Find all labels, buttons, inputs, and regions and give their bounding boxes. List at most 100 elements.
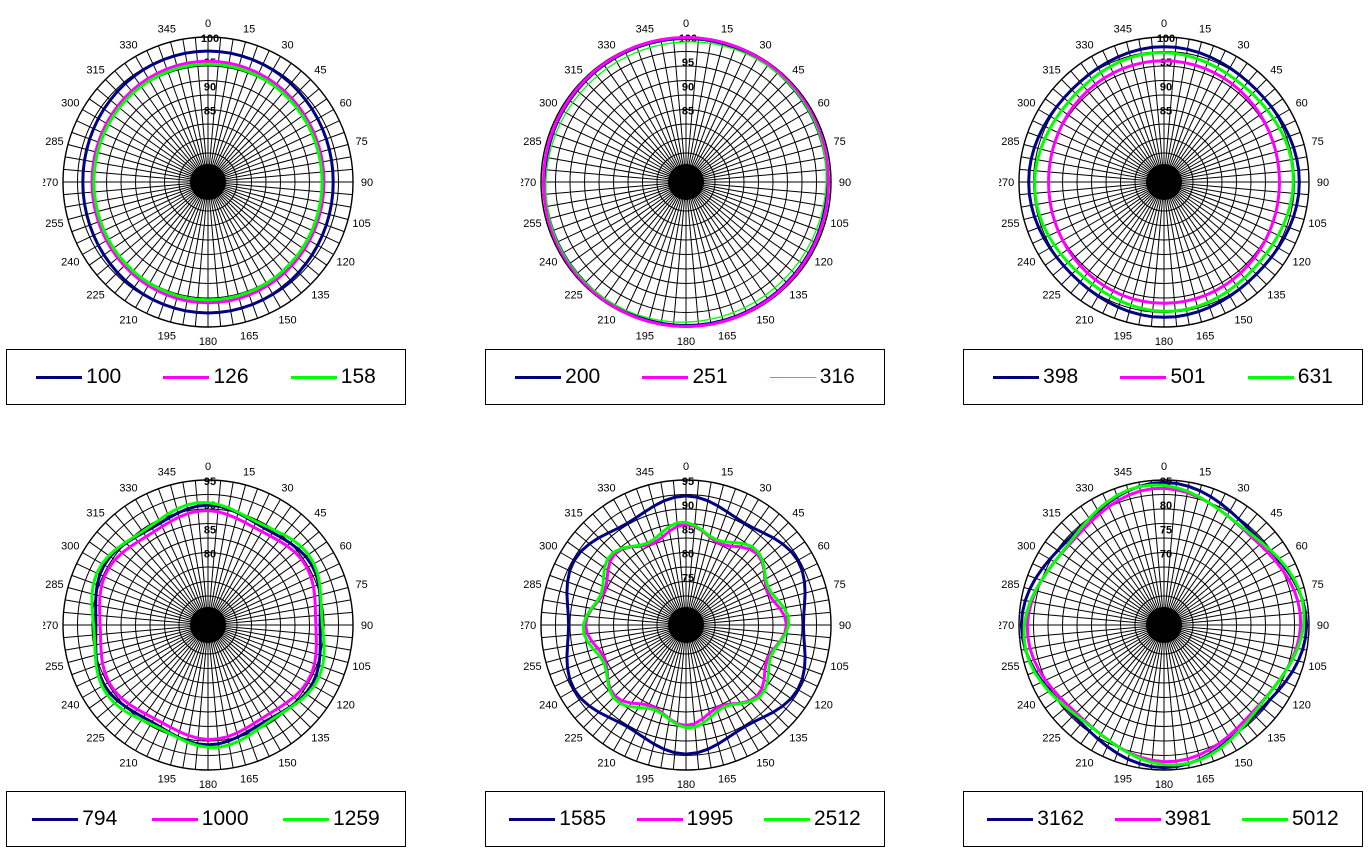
grid-spoke <box>1163 624 1178 770</box>
grid-spoke <box>207 98 328 183</box>
series-line-100 <box>81 49 335 315</box>
grid-spoke <box>1023 181 1165 221</box>
grid-spoke <box>685 586 827 626</box>
angle-tick-label: 195 <box>636 774 654 786</box>
grid-spoke <box>1070 513 1165 626</box>
grid-spoke <box>566 624 687 709</box>
legend-label: 2512 <box>813 807 861 830</box>
grid-spoke <box>124 62 209 183</box>
angle-tick-label: 165 <box>1196 331 1214 343</box>
angle-tick-label: 345 <box>1114 23 1132 35</box>
series-line-316 <box>545 41 827 323</box>
grid-spoke <box>1163 181 1307 208</box>
angle-tick-label: 315 <box>564 65 582 77</box>
grid-spoke <box>647 181 687 323</box>
grid-spoke <box>685 168 831 183</box>
grid-spoke <box>672 480 687 626</box>
angle-tick-label: 135 <box>789 732 807 744</box>
series-line-2512 <box>581 520 791 730</box>
angle-tick-label: 105 <box>830 218 848 230</box>
angle-tick-label: 240 <box>61 257 79 269</box>
legend-item: 631 <box>1247 365 1333 389</box>
legend-swatch <box>163 375 210 379</box>
grid-spoke <box>76 181 209 244</box>
grid-spoke <box>1070 624 1165 737</box>
grid-spoke <box>1091 624 1165 751</box>
grid-spoke <box>207 181 340 244</box>
legend-item: 1000 <box>151 807 249 831</box>
grid-spoke <box>660 482 687 626</box>
legend-item: 126 <box>163 365 249 389</box>
angle-tick-label: 330 <box>119 39 137 51</box>
legend: 3162 3981 5012 <box>963 791 1363 847</box>
grid-spoke <box>63 611 209 626</box>
angle-tick-label: 270 <box>999 177 1014 189</box>
angle-tick-label: 90 <box>361 177 373 189</box>
angle-tick-label: 210 <box>597 758 615 770</box>
grid-spoke <box>1163 522 1267 626</box>
grid-spoke <box>1163 624 1296 687</box>
legend-item: 5012 <box>1241 807 1339 831</box>
grid-spoke <box>96 88 209 183</box>
angle-tick-label: 135 <box>1267 732 1285 744</box>
angle-tick-label: 135 <box>1267 289 1285 301</box>
angle-tick-label: 150 <box>278 315 296 327</box>
grid-spoke <box>207 120 340 183</box>
grid-spoke <box>207 88 320 183</box>
grid-spoke <box>1021 156 1165 183</box>
series-line-398 <box>1027 45 1301 319</box>
grid-spoke <box>1163 484 1203 626</box>
polar-chart-4: 0 15 30 45 60 75 90 105 120 135 150 165 180 195 210 225… <box>43 461 373 790</box>
grid-spoke <box>1061 522 1165 626</box>
grid-spoke <box>554 181 687 244</box>
grid-spoke <box>613 624 687 751</box>
grid-spoke <box>545 624 687 664</box>
grid-spoke <box>592 181 687 294</box>
grid-spoke <box>207 181 334 255</box>
grid-spoke <box>1163 624 1248 745</box>
grid-spoke <box>543 156 687 183</box>
angle-tick-label: 300 <box>1017 541 1035 553</box>
grid-spoke <box>207 181 328 266</box>
grid-spoke <box>549 181 687 233</box>
grid-spoke <box>543 181 687 208</box>
radial-tick-label: 80 <box>1160 500 1172 512</box>
grid-spoke <box>574 624 687 719</box>
grid-spoke <box>1032 120 1165 183</box>
grid-spoke <box>146 493 209 626</box>
grid-spoke <box>602 624 687 745</box>
grid-spoke <box>685 143 827 183</box>
grid-spoke <box>685 624 700 770</box>
angle-tick-label: 300 <box>1017 98 1035 110</box>
angle-tick-label: 345 <box>158 23 176 35</box>
grid-spoke <box>207 488 259 626</box>
grid-spoke <box>685 109 812 183</box>
grid-spoke <box>1102 624 1165 757</box>
legend-label: 251 <box>692 365 728 388</box>
legend-item: 158 <box>290 365 376 389</box>
series-line-1259 <box>90 501 326 749</box>
grid-spoke <box>1163 109 1290 183</box>
grid-spoke <box>1027 574 1165 626</box>
grid-spoke <box>685 98 806 183</box>
angle-tick-label: 180 <box>1155 779 1173 790</box>
legend-label: 316 <box>819 365 855 388</box>
angle-tick-label: 315 <box>86 65 104 77</box>
grid-spoke <box>545 143 687 183</box>
angle-tick-label: 255 <box>45 218 63 230</box>
grid-spoke <box>685 181 818 244</box>
grid-spoke <box>1163 624 1284 709</box>
grid-spoke <box>71 181 209 233</box>
legend-swatch <box>763 817 810 821</box>
angle-tick-label: 255 <box>1001 218 1019 230</box>
angle-tick-label: 60 <box>340 98 352 110</box>
angle-tick-label: 210 <box>1075 315 1093 327</box>
grid-spoke <box>685 181 827 221</box>
angle-tick-label: 165 <box>240 331 258 343</box>
grid-spoke <box>76 120 209 183</box>
grid-spoke <box>1163 181 1267 285</box>
legend: 1585 1995 2512 <box>485 791 885 847</box>
grid-spoke <box>549 131 687 183</box>
grid-spoke <box>1052 624 1165 719</box>
